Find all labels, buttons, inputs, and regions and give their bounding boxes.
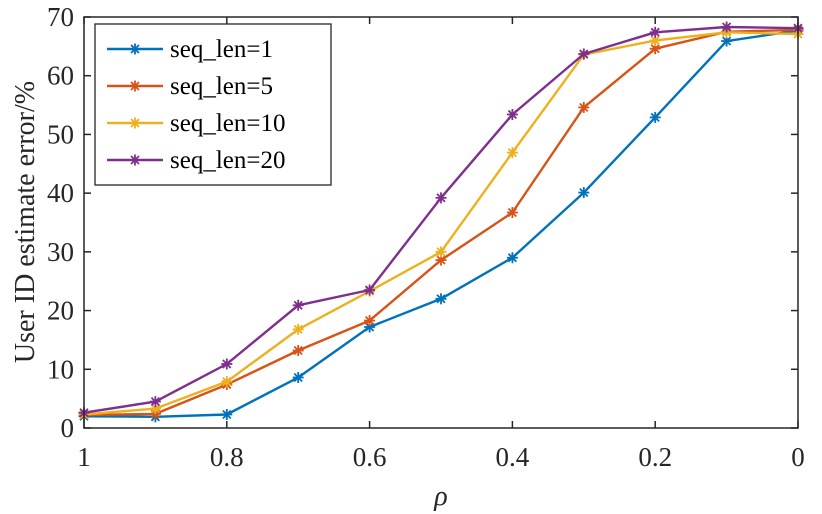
series-1-point [578, 187, 590, 199]
series-2-point [506, 207, 518, 219]
x-axis-title: ρ [433, 481, 447, 512]
legend-label-4: seq_len=20 [170, 147, 285, 174]
axes-box [83, 16, 799, 429]
series-4-point [435, 192, 447, 204]
legend: seq_len=1 seq_len=5 seq_len=10 seq_len=20 [94, 23, 332, 186]
series-3-point [221, 376, 233, 388]
series-3-point [435, 246, 447, 258]
y-tick-label: 60 [47, 61, 74, 91]
x-tick-label: 1 [77, 442, 91, 472]
legend-marker-3 [129, 117, 141, 129]
series-4-point [292, 299, 304, 311]
series-1-point [292, 372, 304, 384]
legend-label-2: seq_len=5 [170, 73, 273, 100]
y-tick-label: 70 [47, 2, 74, 32]
legend-label-1: seq_len=1 [170, 36, 273, 63]
x-tick-label: 0.2 [638, 442, 672, 472]
series-1-point [221, 408, 233, 420]
series-4-point [649, 26, 661, 38]
plot-layer [78, 21, 804, 423]
x-tick-label: 0.6 [353, 442, 387, 472]
y-tick-label: 50 [47, 119, 74, 149]
series-1-point [506, 252, 518, 264]
legend-marker-4 [129, 154, 141, 166]
x-tick-label: 0 [791, 442, 805, 472]
series-4-point [221, 358, 233, 370]
series-4-point [721, 21, 733, 33]
legend-marker-1 [129, 43, 141, 55]
series-2-point [578, 101, 590, 113]
y-tick-label: 10 [47, 354, 74, 384]
series-1-point [649, 111, 661, 123]
legend-marker-2 [129, 80, 141, 92]
series-1-point [435, 293, 447, 305]
x-tick-label: 0.4 [496, 442, 530, 472]
series-4-point [149, 396, 161, 408]
y-tick-label: 40 [47, 178, 74, 208]
series-4-point [506, 108, 518, 120]
y-tick-label: 20 [47, 296, 74, 326]
series-2-point [292, 344, 304, 356]
series-4-point [364, 284, 376, 296]
series-4-point [578, 48, 590, 60]
x-tick-label: 0.8 [210, 442, 244, 472]
series-3-point [506, 147, 518, 159]
series-3-point [292, 323, 304, 335]
y-axis-title: User ID estimate error/% [10, 81, 41, 363]
legend-label-3: seq_len=10 [170, 110, 285, 137]
y-tick-label: 0 [61, 413, 75, 443]
axes-layer: 1 0.8 0.6 0.4 0.2 0 0 10 20 30 40 50 60 70 [47, 2, 805, 472]
series-2-point [364, 315, 376, 327]
y-tick-label: 30 [47, 237, 74, 267]
